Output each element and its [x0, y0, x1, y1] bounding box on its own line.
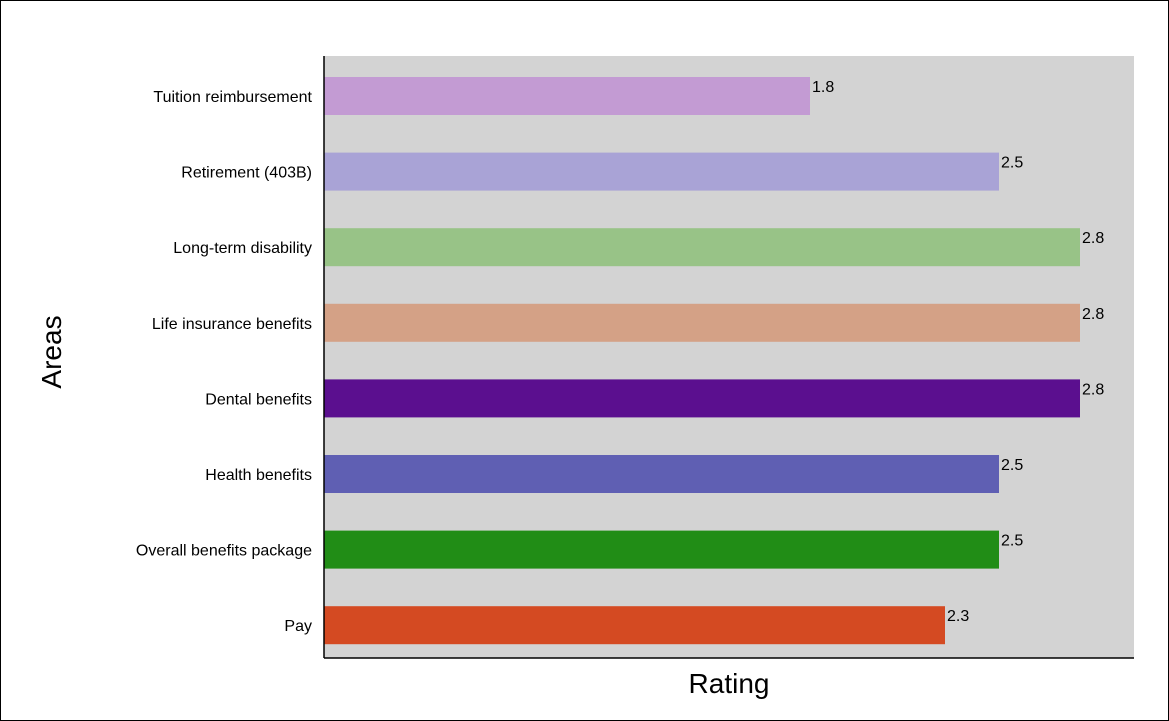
bar	[324, 530, 999, 569]
bar	[324, 77, 810, 115]
value-label: 2.8	[1082, 381, 1104, 398]
y-axis-title: Areas	[36, 315, 67, 388]
category-label: Health benefits	[205, 467, 312, 484]
bar	[324, 379, 1080, 418]
category-label: Life insurance benefits	[152, 316, 312, 333]
bar	[324, 303, 1080, 342]
category-label: Tuition reimbursement	[153, 89, 312, 106]
value-label: 2.8	[1082, 306, 1104, 323]
bar	[324, 606, 945, 645]
value-label: 2.5	[1001, 155, 1023, 172]
value-label: 2.8	[1082, 230, 1104, 247]
value-label: 2.5	[1001, 457, 1023, 474]
category-label: Pay	[284, 618, 312, 635]
bar	[324, 455, 999, 493]
category-label: Long-term disability	[173, 240, 312, 257]
category-label: Dental benefits	[205, 391, 312, 408]
value-label: 2.5	[1001, 533, 1023, 550]
category-label: Retirement (403B)	[181, 165, 312, 182]
bar	[324, 152, 999, 191]
category-label: Overall benefits package	[136, 543, 312, 560]
bar	[324, 228, 1080, 267]
value-labels: 1.8 2.5 2.8 2.8 2.8 2.5 2.5 2.3	[812, 79, 1104, 625]
value-label: 1.8	[812, 79, 834, 96]
x-axis-title: Rating	[689, 668, 770, 699]
bars-group	[324, 77, 1080, 645]
value-label: 2.3	[947, 608, 969, 625]
category-labels: Tuition reimbursement Retirement (403B) Lo…	[136, 89, 313, 635]
